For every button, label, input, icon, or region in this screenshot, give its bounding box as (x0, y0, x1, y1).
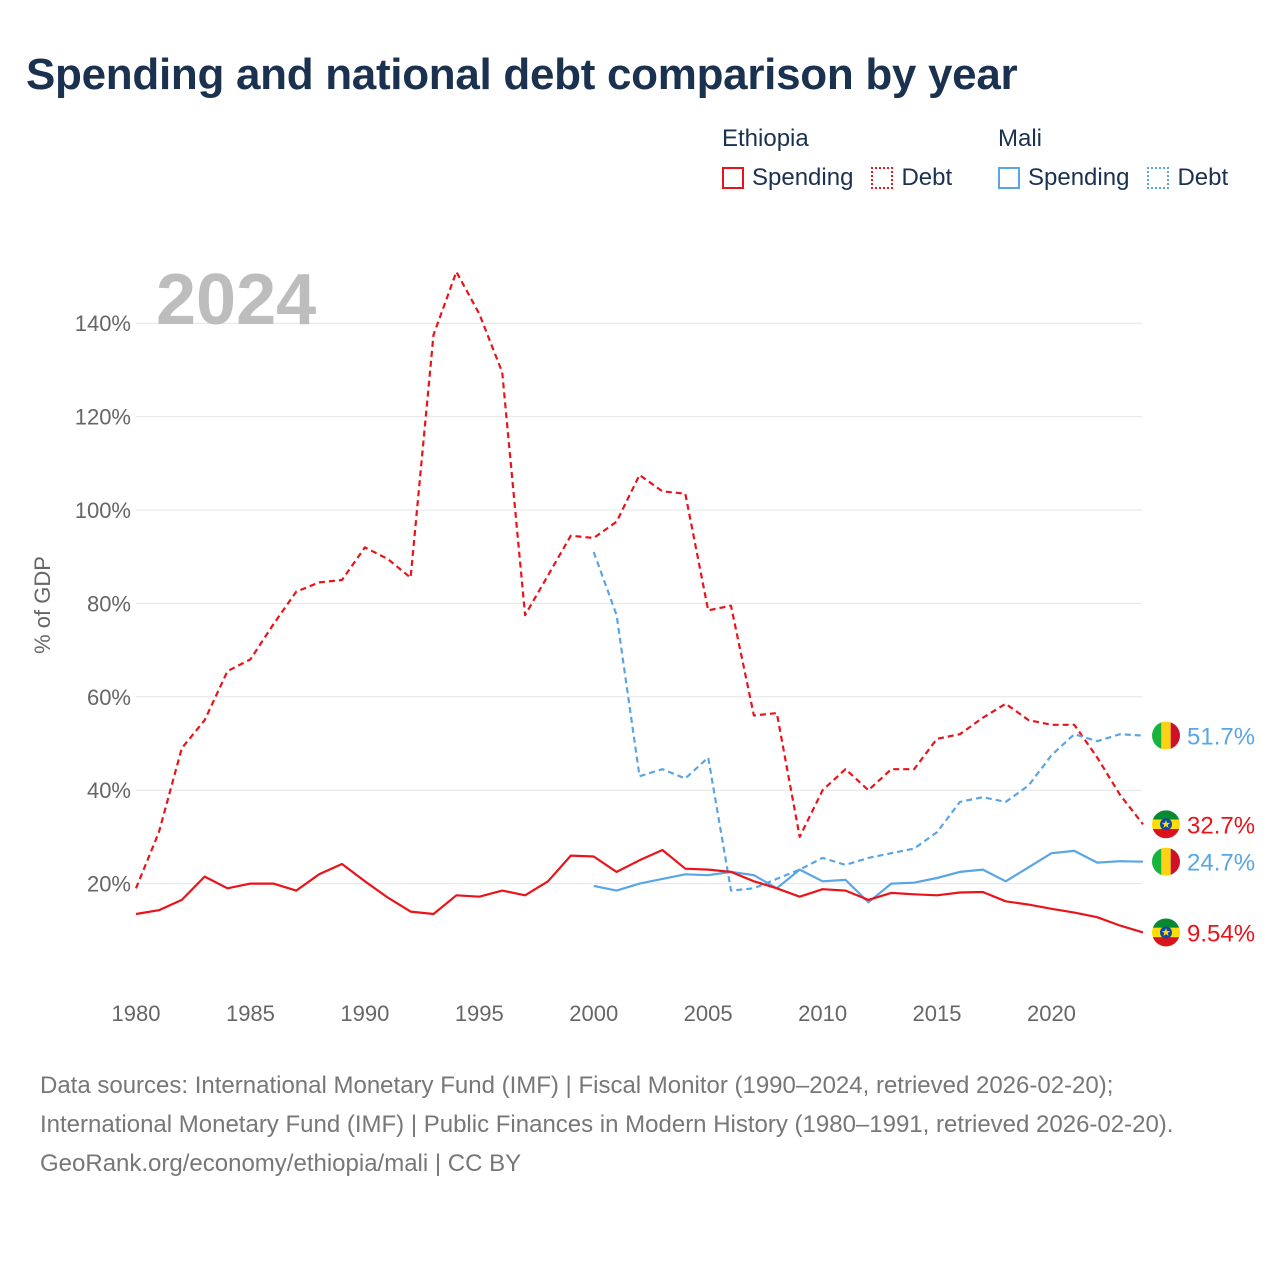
legend-group-ethiopia: Ethiopia Spending Debt (722, 122, 952, 192)
legend-group-mali: Mali Spending Debt (998, 122, 1228, 192)
legend-item-mali-debt[interactable]: Debt (1147, 164, 1228, 192)
y-tick-label: 100% (75, 498, 131, 523)
chart-title: Spending and national debt comparison by… (26, 50, 1018, 99)
legend-group-name: Ethiopia (722, 125, 809, 152)
end-value-label: 32.7% (1187, 812, 1255, 839)
series-line-ethiopia-spending (135, 848, 1144, 934)
legend-swatch-solid (998, 167, 1020, 189)
end-value-label: 9.54% (1187, 920, 1255, 947)
x-axis-ticks: 1980 1985 1990 1995 2000 2005 2010 2015 2020 (112, 1001, 1076, 1026)
series-line-mali-debt (592, 551, 1144, 892)
legend-swatch-dotted (871, 167, 894, 189)
x-tick-label: 2015 (913, 1001, 962, 1026)
legend-item-label: Spending (752, 164, 854, 191)
legend-swatch-dotted (1147, 167, 1170, 189)
y-tick-label: 120% (75, 405, 131, 430)
y-tick-label: 80% (87, 591, 131, 616)
legend-item-ethiopia-debt[interactable]: Debt (871, 164, 952, 192)
x-tick-label: 2000 (569, 1001, 618, 1026)
x-tick-label: 1990 (340, 1001, 389, 1026)
y-axis-ticks: 20% 40% 60% 80% 100% 120% 140% (75, 311, 131, 896)
x-tick-label: 2005 (684, 1001, 733, 1026)
y-axis-title: % of GDP (30, 556, 55, 654)
x-tick-label: 2020 (1027, 1001, 1076, 1026)
series-line-ethiopia-debt (134, 270, 1144, 889)
legend-item-ethiopia-spending[interactable]: Spending (722, 164, 853, 192)
legend-group-name: Mali (998, 125, 1043, 152)
x-tick-label: 1980 (112, 1001, 161, 1026)
y-tick-label: 20% (87, 872, 131, 897)
ethiopia-flag-icon (1152, 810, 1180, 839)
legend-item-label: Spending (1028, 164, 1130, 191)
end-markers: 32.7% 51.7% 24.7% 9.54% (1152, 721, 1255, 947)
x-tick-label: 1985 (226, 1001, 275, 1026)
legend-swatch-solid (722, 167, 744, 189)
legend-item-label: Debt (901, 164, 953, 191)
series-lines (134, 270, 1144, 934)
footer: Data sources: International Monetary Fun… (40, 1066, 1240, 1183)
credit-link[interactable]: GeoRank.org/economy/ethiopia/mali | CC B… (40, 1150, 522, 1177)
mali-flag-icon (1152, 721, 1180, 750)
legend-item-mali-spending[interactable]: Spending (998, 164, 1129, 192)
y-tick-label: 60% (87, 685, 131, 710)
series-line-mali-spending (593, 849, 1144, 904)
year-label: 2024 (156, 260, 316, 340)
y-tick-label: 40% (87, 778, 131, 803)
end-value-label: 24.7% (1187, 850, 1255, 877)
data-sources: Data sources: International Monetary Fun… (40, 1072, 1174, 1138)
x-tick-label: 2010 (798, 1001, 847, 1026)
line-chart: 2024 20%40%60%80%100%120%140% 1980 1985 19… (30, 260, 1255, 1026)
end-value-label: 51.7% (1187, 724, 1255, 751)
y-tick-label: 140% (75, 311, 131, 336)
legend-item-label: Debt (1177, 164, 1229, 191)
x-tick-label: 1995 (455, 1001, 504, 1026)
ethiopia-flag-icon (1152, 918, 1180, 947)
mali-flag-icon (1152, 847, 1180, 876)
